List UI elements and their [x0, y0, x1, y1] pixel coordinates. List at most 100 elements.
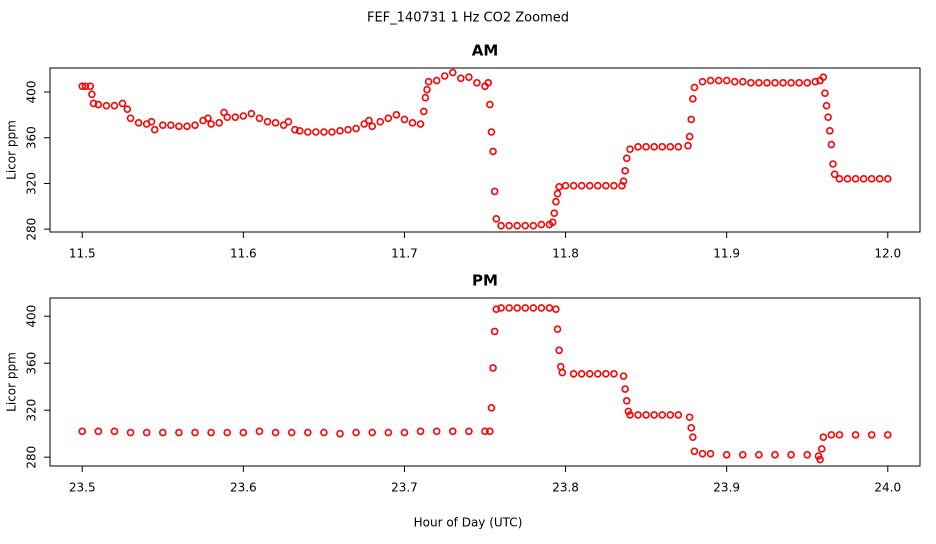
- data-point: [650, 143, 658, 151]
- x-tick-label: 23.6: [230, 481, 257, 495]
- data-point: [223, 428, 232, 437]
- x-tick-label: 23.5: [69, 481, 96, 495]
- data-point: [263, 117, 272, 126]
- y-tick-label: 280: [25, 218, 39, 241]
- data-point: [610, 369, 618, 378]
- data-point: [400, 428, 409, 437]
- data-point: [448, 427, 457, 436]
- data-point: [255, 427, 264, 436]
- data-point: [204, 114, 212, 123]
- data-point: [78, 82, 87, 91]
- data-point: [824, 113, 832, 121]
- data-point: [94, 427, 103, 436]
- data-point: [706, 76, 715, 85]
- data-point: [352, 124, 360, 133]
- data-point: [593, 181, 602, 190]
- data-point: [674, 143, 683, 151]
- data-point: [352, 428, 360, 437]
- data-point: [239, 428, 248, 437]
- x-tick-label: 11.8: [552, 247, 579, 261]
- data-point: [763, 79, 771, 87]
- data-point: [811, 77, 820, 86]
- data-point: [593, 369, 602, 378]
- data-point: [513, 304, 522, 312]
- data-point: [674, 411, 683, 419]
- data-point: [642, 143, 650, 151]
- data-point: [215, 119, 223, 127]
- data-point: [247, 109, 256, 118]
- data-point: [698, 449, 707, 458]
- data-point: [827, 140, 836, 149]
- data-point: [521, 304, 530, 312]
- data-point: [819, 433, 828, 442]
- data-point: [545, 304, 554, 312]
- data-point: [126, 114, 135, 123]
- data-point: [408, 119, 417, 127]
- panel-title: PM: [472, 272, 498, 290]
- data-point: [94, 100, 103, 109]
- data-point: [279, 121, 288, 129]
- data-point: [690, 83, 699, 92]
- data-point: [687, 115, 696, 124]
- data-point: [553, 325, 562, 333]
- data-point: [577, 369, 586, 378]
- data-point: [650, 411, 658, 419]
- data-point: [689, 433, 697, 442]
- y-tick-label: 400: [25, 305, 39, 328]
- data-point: [619, 372, 628, 380]
- data-point: [755, 79, 763, 87]
- data-point: [626, 411, 634, 419]
- data-point: [191, 428, 199, 437]
- y-tick-label: 320: [25, 399, 39, 422]
- data-point: [722, 451, 731, 459]
- data-point: [421, 93, 430, 102]
- data-point: [295, 127, 304, 135]
- panel-title: AM: [472, 42, 499, 60]
- data-point: [255, 114, 264, 123]
- data-point: [440, 72, 449, 80]
- data-point: [819, 73, 828, 81]
- data-point: [287, 428, 296, 437]
- data-point: [239, 112, 248, 120]
- y-tick-label: 360: [25, 126, 39, 149]
- data-point: [505, 304, 513, 312]
- data-point: [368, 428, 377, 437]
- data-point: [585, 369, 594, 378]
- data-point: [392, 111, 401, 119]
- x-tick-label: 11.5: [69, 247, 96, 261]
- plot-box: [49, 67, 921, 233]
- data-point: [484, 79, 493, 87]
- data-point: [795, 79, 803, 87]
- data-point: [167, 121, 175, 129]
- data-point: [481, 427, 489, 436]
- data-point: [537, 220, 546, 229]
- data-point: [88, 90, 96, 99]
- data-point: [822, 101, 831, 110]
- data-point: [424, 77, 433, 86]
- data-point: [585, 181, 594, 190]
- data-point: [602, 181, 610, 190]
- data-point: [685, 132, 694, 141]
- data-point: [505, 221, 513, 230]
- plot-box: [49, 297, 921, 467]
- data-point: [328, 128, 336, 136]
- data-point: [755, 451, 763, 459]
- y-tick-label: 400: [25, 81, 39, 104]
- data-point: [89, 99, 98, 108]
- x-tick-label: 11.6: [230, 247, 257, 261]
- x-tick-label: 23.9: [713, 481, 740, 495]
- data-point: [666, 411, 675, 419]
- data-point: [486, 100, 494, 109]
- data-point: [552, 197, 560, 206]
- data-point: [147, 117, 156, 126]
- data-point: [489, 364, 497, 372]
- data-point: [150, 125, 159, 134]
- data-point: [529, 221, 538, 230]
- y-axis-label: Licor ppm: [5, 120, 19, 180]
- data-point: [556, 362, 565, 371]
- x-tick-label: 11.7: [391, 247, 418, 261]
- data-point: [875, 175, 884, 183]
- data-point: [803, 79, 812, 87]
- data-point: [513, 221, 522, 230]
- data-point: [158, 428, 167, 437]
